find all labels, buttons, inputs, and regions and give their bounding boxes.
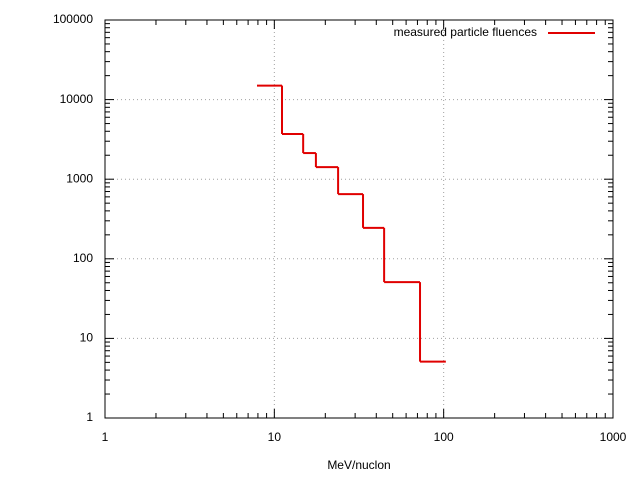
x-tick-label: 10 <box>268 430 282 444</box>
y-tick-label: 100 <box>73 251 93 265</box>
legend-label: measured particle fluences <box>394 25 537 39</box>
x-tick-label: 100 <box>434 430 454 444</box>
x-tick-label: 1 <box>102 430 109 444</box>
y-tick-label: 10 <box>80 331 94 345</box>
plot-frame <box>104 19 614 419</box>
y-tick-label: 1000 <box>66 171 93 185</box>
x-axis-label: MeV/nuclon <box>327 458 390 472</box>
y-tick-label: 1 <box>86 410 93 424</box>
x-tick-label: 1000 <box>600 430 627 444</box>
y-tick-label: 100000 <box>53 12 93 26</box>
y-tick-label: 10000 <box>60 92 94 106</box>
